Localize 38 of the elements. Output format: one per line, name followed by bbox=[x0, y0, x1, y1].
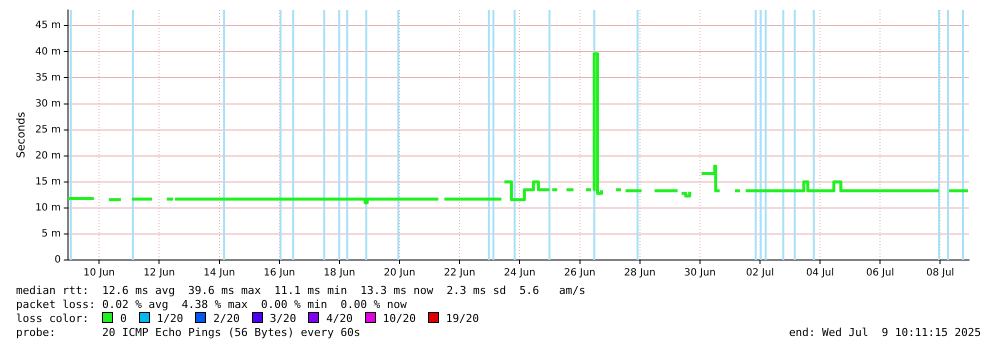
y-tick-label: 5 m bbox=[42, 228, 61, 240]
x-tick-label: 24 Jun bbox=[504, 268, 536, 279]
x-tick-label: 30 Jun bbox=[684, 268, 716, 279]
text: median rtt: 12.6 ms avg 39.6 ms max 11.1 ms min 13.3 ms now 2.3 ms sd 5.6 am/s bbox=[16, 284, 586, 298]
x-tick-label: 28 Jun bbox=[624, 268, 656, 279]
x-tick-label: 26 Jun bbox=[564, 268, 596, 279]
legend-label: 2/20 bbox=[213, 312, 240, 325]
x-tick-label: 04 Jul bbox=[806, 268, 834, 279]
x-tick-label: 12 Jun bbox=[143, 268, 175, 279]
legend-title: loss color: bbox=[16, 312, 90, 325]
legend-label: 10/20 bbox=[382, 312, 416, 325]
y-tick-label: 0 bbox=[54, 254, 61, 266]
x-tick-label: 22 Jun bbox=[444, 268, 476, 279]
y-tick-label: 45 m bbox=[35, 20, 61, 32]
text: end: Wed Jul 9 10:11:15 2025 bbox=[788, 326, 981, 340]
legend-label: 3/20 bbox=[270, 312, 296, 325]
y-tick-label: 15 m bbox=[35, 176, 61, 188]
x-tick-label: 06 Jul bbox=[866, 268, 894, 279]
x-tick-label: 20 Jun bbox=[384, 268, 416, 279]
legend-label: 19/20 bbox=[446, 312, 479, 325]
legend-label: 4/20 bbox=[326, 312, 353, 325]
y-tick-label: 35 m bbox=[35, 72, 61, 84]
legend-label: 0 bbox=[120, 312, 127, 325]
text: probe: 20 ICMP Echo Pings (56 Bytes) every 60s bbox=[16, 326, 360, 340]
x-tick-label: 14 Jun bbox=[204, 268, 236, 279]
x-tick-label: 18 Jun bbox=[324, 268, 356, 279]
y-axis-title: Seconds bbox=[14, 112, 28, 158]
legend-label: 1/20 bbox=[156, 312, 184, 325]
x-tick-label: 08 Jul bbox=[926, 268, 954, 279]
y-tick-label: 10 m bbox=[35, 202, 61, 214]
y-tick-label: 40 m bbox=[35, 46, 61, 58]
text: packet loss: 0.02 % avg 4.38 % max 0.00 % min 0.00 % now bbox=[16, 298, 407, 312]
y-tick-label: 20 m bbox=[35, 150, 61, 162]
x-tick-label: 02 Jul bbox=[746, 268, 774, 279]
x-tick-label: 16 Jun bbox=[264, 268, 296, 279]
y-tick-label: 25 m bbox=[35, 124, 61, 136]
y-tick-label: 30 m bbox=[35, 98, 61, 110]
x-tick-label: 10 Jun bbox=[83, 268, 115, 279]
